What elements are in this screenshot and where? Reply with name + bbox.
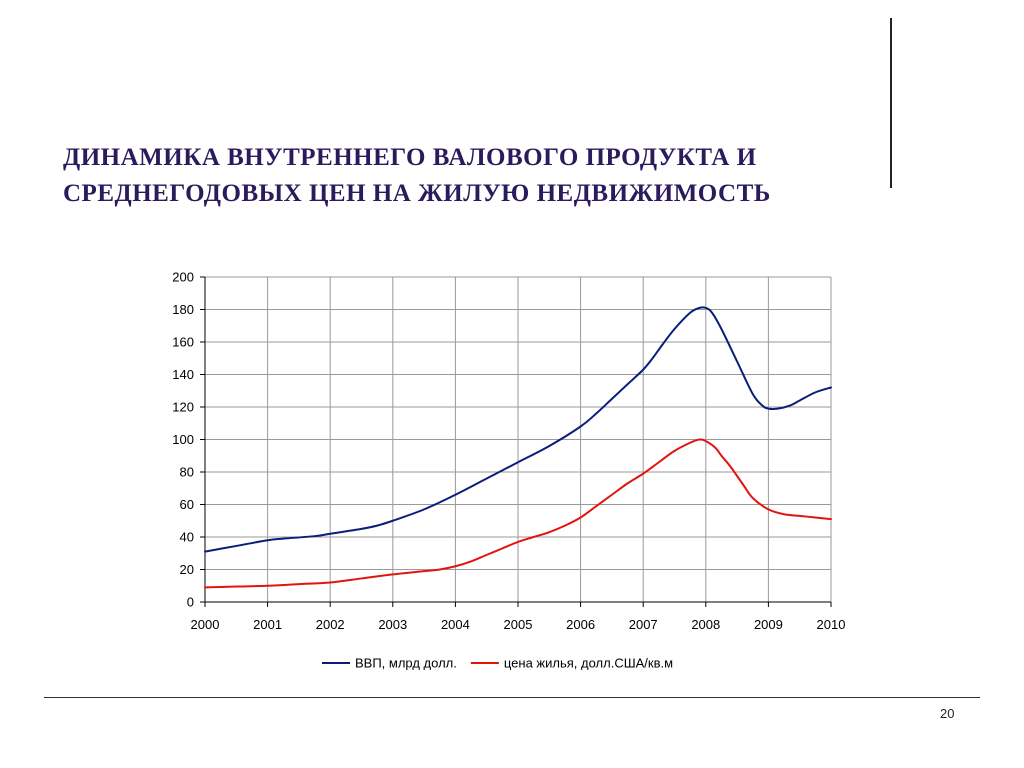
y-tick-label: 60 bbox=[180, 497, 194, 512]
y-tick-label: 120 bbox=[172, 400, 194, 415]
x-tick-label: 2000 bbox=[191, 617, 220, 632]
x-tick-label: 2005 bbox=[504, 617, 533, 632]
x-tick-label: 2007 bbox=[629, 617, 658, 632]
y-tick-label: 40 bbox=[180, 530, 194, 545]
y-tick-label: 140 bbox=[172, 367, 194, 382]
y-tick-label: 0 bbox=[187, 595, 194, 610]
legend-label-2: цена жилья, долл.США/кв.м bbox=[504, 656, 673, 671]
x-tick-label: 2010 bbox=[817, 617, 846, 632]
y-tick-label: 80 bbox=[180, 465, 194, 480]
x-tick-label: 2009 bbox=[754, 617, 783, 632]
chart-axes bbox=[200, 276, 832, 607]
page-number: 20 bbox=[940, 706, 955, 721]
x-tick-label: 2004 bbox=[441, 617, 470, 632]
slide-title-line-1: ДИНАМИКА ВНУТРЕННЕГО ВАЛОВОГО ПРОДУКТА И bbox=[63, 144, 757, 171]
x-axis-ticks: 2000 2001 2002 2003 2004 2005 2006 2007 2008 2009… bbox=[191, 617, 846, 632]
y-axis-ticks: 0 20 40 60 80 100 120 140 160 180 200 bbox=[172, 270, 194, 610]
x-tick-label: 2006 bbox=[566, 617, 595, 632]
chart-series bbox=[204, 306, 832, 589]
footer-divider bbox=[44, 697, 980, 698]
y-tick-label: 200 bbox=[172, 270, 194, 285]
x-tick-label: 2002 bbox=[316, 617, 345, 632]
chart-legend: ВВП, млрд долл. цена жилья, долл.США/кв.м bbox=[322, 656, 673, 671]
legend-label-1: ВВП, млрд долл. bbox=[355, 656, 457, 671]
y-tick-label: 20 bbox=[180, 562, 194, 577]
y-tick-label: 180 bbox=[172, 302, 194, 317]
series-line-1 bbox=[204, 306, 832, 553]
vertical-divider bbox=[890, 18, 892, 188]
y-tick-label: 160 bbox=[172, 335, 194, 350]
x-tick-label: 2003 bbox=[378, 617, 407, 632]
x-tick-label: 2008 bbox=[691, 617, 720, 632]
slide-title-line-2: СРЕДНЕГОДОВЫХ ЦЕН НА ЖИЛУЮ НЕДВИЖИМОСТЬ bbox=[63, 180, 771, 207]
series-line-2 bbox=[204, 438, 832, 589]
x-tick-label: 2001 bbox=[253, 617, 282, 632]
chart-grid bbox=[205, 276, 832, 602]
y-tick-label: 100 bbox=[172, 432, 194, 447]
slide-title: ДИНАМИКА ВНУТРЕННЕГО ВАЛОВОГО ПРОДУКТА И… bbox=[63, 140, 893, 212]
